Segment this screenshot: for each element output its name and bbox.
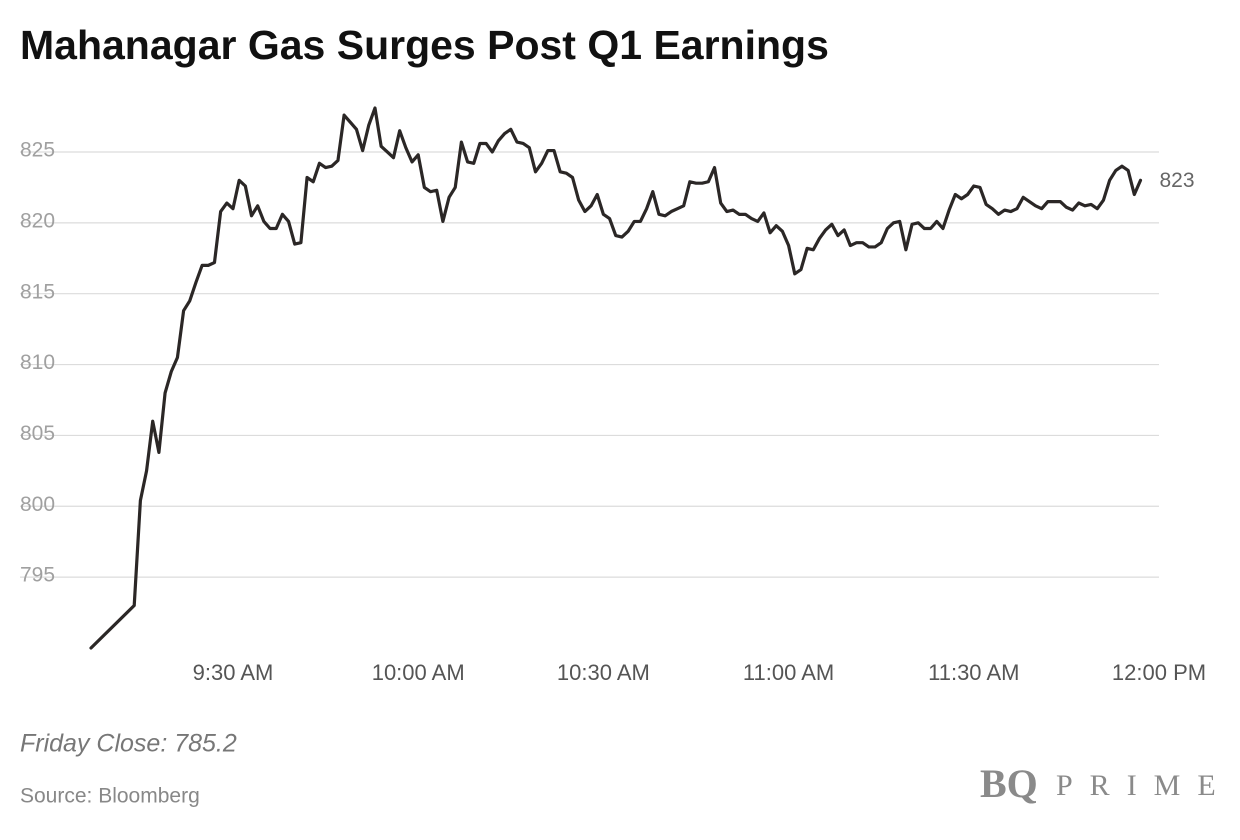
- y-tick-label: 810: [20, 351, 55, 374]
- chart-title: Mahanagar Gas Surges Post Q1 Earnings: [20, 22, 829, 68]
- x-tick-label: 9:30 AM: [193, 660, 274, 685]
- y-tick-label: 825: [20, 139, 55, 162]
- source: Source: Bloomberg: [20, 785, 200, 808]
- y-tick-label: 795: [20, 564, 55, 587]
- x-tick-label: 10:30 AM: [557, 660, 650, 685]
- x-tick-label: 11:30 AM: [928, 660, 1019, 685]
- x-tick-label: 12:00 PM: [1112, 660, 1206, 685]
- end-label: 823: [1159, 169, 1194, 192]
- y-tick-label: 815: [20, 280, 55, 303]
- x-tick-label: 11:00 AM: [743, 660, 834, 685]
- x-tick-label: 10:00 AM: [372, 660, 465, 685]
- logo-mark: BQ: [980, 761, 1038, 806]
- logo-text: PRIME: [1056, 769, 1233, 802]
- y-tick-label: 805: [20, 422, 55, 445]
- y-tick-label: 800: [20, 493, 55, 516]
- y-tick-label: 820: [20, 209, 55, 232]
- price-line: [89, 106, 1143, 650]
- note: Friday Close: 785.2: [20, 730, 237, 758]
